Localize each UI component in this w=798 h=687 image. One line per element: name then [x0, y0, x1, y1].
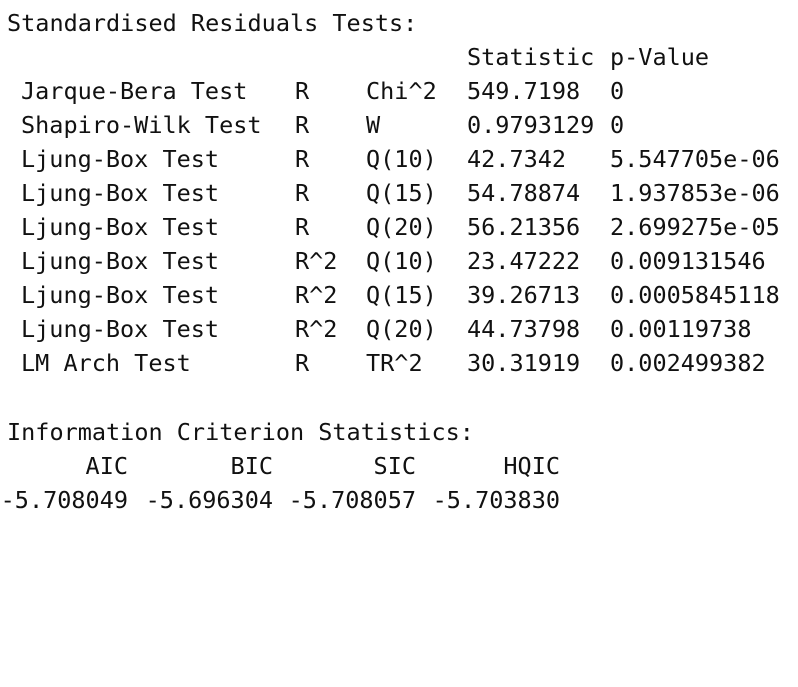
table-row: LM Arch Test R TR^2 30.31919 0.002499382 — [7, 346, 787, 380]
test-pvalue: 0.002499382 — [610, 349, 766, 377]
test-statistic-value: 42.7342 — [467, 145, 567, 173]
ic-header-aic: AIC — [85, 452, 128, 480]
test-name: LM Arch Test — [21, 349, 191, 377]
console-output: Standardised Residuals Tests: Statistic … — [0, 9, 787, 517]
test-statistic-value: 549.7198 — [467, 77, 581, 105]
test-variable: R — [295, 111, 310, 139]
test-pvalue: 0 — [610, 111, 625, 139]
test-statistic-value: 0.9793129 — [467, 111, 595, 139]
test-statistic-value: 39.26713 — [467, 281, 581, 309]
test-variable: R — [295, 349, 310, 377]
ic-value-bic: -5.696304 — [145, 486, 273, 514]
table-row: Ljung-Box Test R^2 Q(10) 23.47222 0.0091… — [7, 244, 787, 278]
test-statistic-name: Q(20) — [366, 213, 437, 241]
test-variable: R — [295, 145, 310, 173]
test-pvalue: 0.009131546 — [610, 247, 766, 275]
test-statistic-name: TR^2 — [366, 349, 423, 377]
table-row: Shapiro-Wilk Test R W 0.9793129 0 — [7, 108, 787, 142]
test-pvalue: 0 — [610, 77, 625, 105]
test-statistic-name: W — [366, 111, 381, 139]
ic-header-hqic: HQIC — [503, 452, 560, 480]
test-name: Shapiro-Wilk Test — [21, 111, 262, 139]
test-name: Ljung-Box Test — [21, 213, 220, 241]
test-pvalue: 2.699275e-05 — [610, 213, 780, 241]
test-statistic-value: 54.78874 — [467, 179, 581, 207]
test-pvalue: 0.00119738 — [610, 315, 752, 343]
table-row: Ljung-Box Test R^2 Q(20) 44.73798 0.0011… — [7, 312, 787, 346]
header-statistic: Statistic — [467, 43, 595, 71]
test-statistic-name: Q(10) — [366, 145, 437, 173]
ic-header-sic: SIC — [373, 452, 416, 480]
test-name: Ljung-Box Test — [21, 315, 220, 343]
table-row: Ljung-Box Test R^2 Q(15) 39.26713 0.0005… — [7, 278, 787, 312]
test-name: Ljung-Box Test — [21, 145, 220, 173]
table-row: Ljung-Box Test R Q(20) 56.21356 2.699275… — [7, 210, 787, 244]
test-name: Ljung-Box Test — [21, 247, 220, 275]
ic-value-aic: -5.708049 — [0, 486, 128, 514]
test-statistic-name: Chi^2 — [366, 77, 437, 105]
test-variable: R^2 — [295, 315, 338, 343]
test-variable: R — [295, 179, 310, 207]
test-statistic-value: 23.47222 — [467, 247, 581, 275]
test-statistic-name: Q(10) — [366, 247, 437, 275]
header-pvalue: p-Value — [610, 43, 710, 71]
ic-header-bic: BIC — [230, 452, 273, 480]
test-name: Jarque-Bera Test — [21, 77, 248, 105]
test-statistic-value: 44.73798 — [467, 315, 581, 343]
test-name: Ljung-Box Test — [21, 281, 220, 309]
test-variable: R^2 — [295, 247, 338, 275]
test-pvalue: 5.547705e-06 — [610, 145, 780, 173]
table-row: Jarque-Bera Test R Chi^2 549.7198 0 — [7, 74, 787, 108]
test-statistic-value: 30.31919 — [467, 349, 581, 377]
ic-value-hqic: -5.703830 — [432, 486, 560, 514]
residuals-title: Standardised Residuals Tests: — [7, 9, 418, 37]
test-statistic-value: 56.21356 — [467, 213, 581, 241]
test-variable: R^2 — [295, 281, 338, 309]
test-name: Ljung-Box Test — [21, 179, 220, 207]
test-statistic-name: Q(20) — [366, 315, 437, 343]
ic-value-sic: -5.708057 — [288, 486, 416, 514]
residuals-header-row: Statistic p-Value — [7, 40, 787, 74]
info-criterion-values-row: -5.708049 -5.696304 -5.708057 -5.703830 — [0, 483, 570, 517]
table-row: Ljung-Box Test R Q(10) 42.7342 5.547705e… — [7, 142, 787, 176]
test-statistic-name: Q(15) — [366, 281, 437, 309]
info-criterion-header-row: AIC BIC SIC HQIC — [0, 449, 570, 483]
test-pvalue: 1.937853e-06 — [610, 179, 780, 207]
table-row: Ljung-Box Test R Q(15) 54.78874 1.937853… — [7, 176, 787, 210]
test-pvalue: 0.0005845118 — [610, 281, 780, 309]
info-criterion-title: Information Criterion Statistics: — [7, 418, 474, 446]
test-statistic-name: Q(15) — [366, 179, 437, 207]
test-variable: R — [295, 213, 310, 241]
test-variable: R — [295, 77, 310, 105]
